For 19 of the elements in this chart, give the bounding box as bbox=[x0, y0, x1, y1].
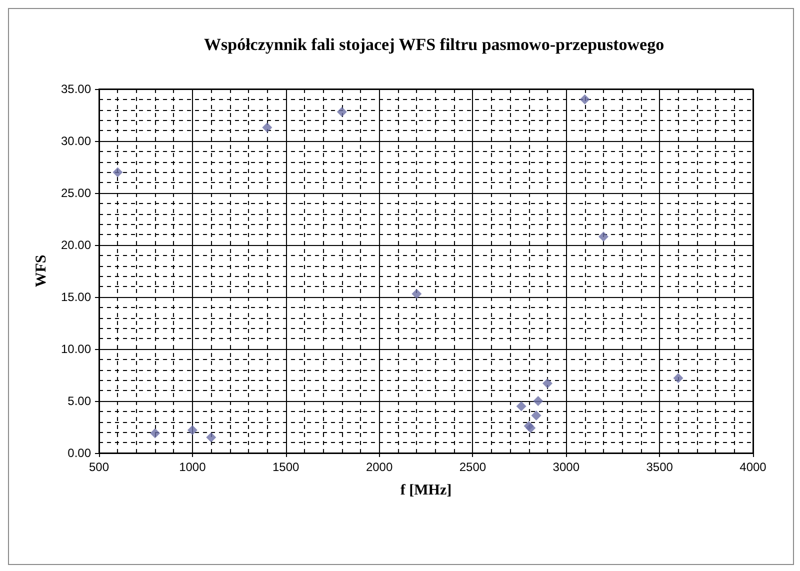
x-tick-label: 2500 bbox=[459, 460, 486, 474]
x-tick-label: 3000 bbox=[552, 460, 580, 474]
x-tick-label: 1000 bbox=[179, 460, 206, 474]
x-tick-label: 500 bbox=[88, 460, 110, 474]
x-tick-label: 4000 bbox=[740, 460, 767, 474]
y-tick-label: 0.00 bbox=[68, 446, 92, 460]
y-tick-label: 20.00 bbox=[60, 238, 92, 252]
y-tick-label: 15.00 bbox=[60, 290, 92, 304]
x-axis-title: f [MHz] bbox=[400, 482, 452, 498]
chart-title: Współczynnik fali stojacej WFS filtru pasmowo-przepustowego bbox=[204, 35, 664, 54]
y-tick-label: 10.00 bbox=[60, 342, 92, 356]
y-tick-label: 5.00 bbox=[68, 394, 92, 408]
x-tick-label: 2000 bbox=[366, 460, 393, 474]
y-axis-title: WFS bbox=[34, 254, 50, 288]
y-tick-label: 25.00 bbox=[60, 186, 92, 200]
y-tick-label: 35.00 bbox=[60, 82, 92, 96]
x-tick-label: 1500 bbox=[272, 460, 300, 474]
x-tick-label: 3500 bbox=[646, 460, 674, 474]
y-tick-label: 30.00 bbox=[60, 134, 92, 148]
